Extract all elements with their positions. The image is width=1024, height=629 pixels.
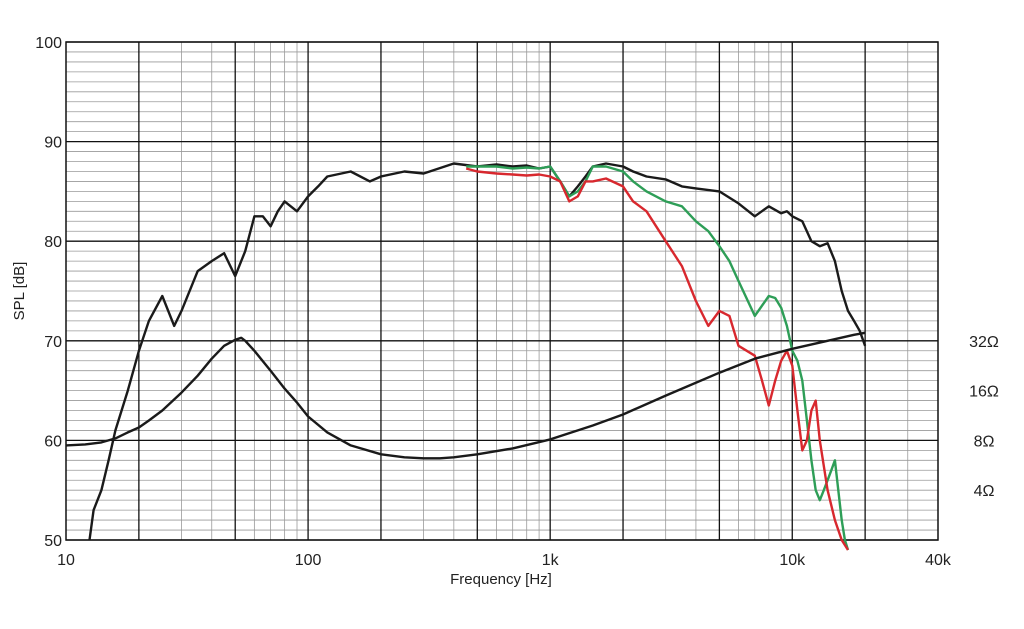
x-tick-label: 40k	[925, 552, 952, 569]
series-line-1	[88, 162, 867, 541]
impedance-tick-label: 32Ω	[969, 334, 999, 351]
plot-frame	[65, 41, 939, 541]
impedance-tick-label: 8Ω	[974, 433, 995, 450]
y-tick-label: 80	[44, 234, 62, 251]
x-tick-label: 10	[57, 552, 75, 569]
x-tick-labels: 10 100 1k 10k 40k	[57, 552, 952, 569]
grid-minor	[66, 42, 938, 540]
y-tick-labels: 50 60 70 80 90 100	[35, 35, 62, 550]
x-axis-label: Frequency [Hz]	[450, 571, 552, 588]
impedance-tick-label: 16Ω	[969, 384, 999, 401]
series-line-3	[465, 167, 850, 551]
y-tick-label: 90	[44, 135, 62, 152]
series-layer	[65, 162, 867, 551]
y-tick-label: 100	[35, 35, 62, 52]
impedance-tick-labels: 32Ω 16Ω 8Ω 4Ω	[969, 334, 999, 500]
y-tick-label: 60	[44, 433, 62, 450]
x-tick-label: 100	[295, 552, 322, 569]
y-axis-label: SPL [dB]	[11, 262, 28, 321]
x-tick-label: 1k	[542, 552, 560, 569]
y-tick-label: 70	[44, 334, 62, 351]
x-tick-label: 10k	[779, 552, 806, 569]
impedance-tick-label: 4Ω	[974, 483, 995, 500]
series-line-4	[65, 331, 866, 460]
y-tick-label: 50	[44, 533, 62, 550]
